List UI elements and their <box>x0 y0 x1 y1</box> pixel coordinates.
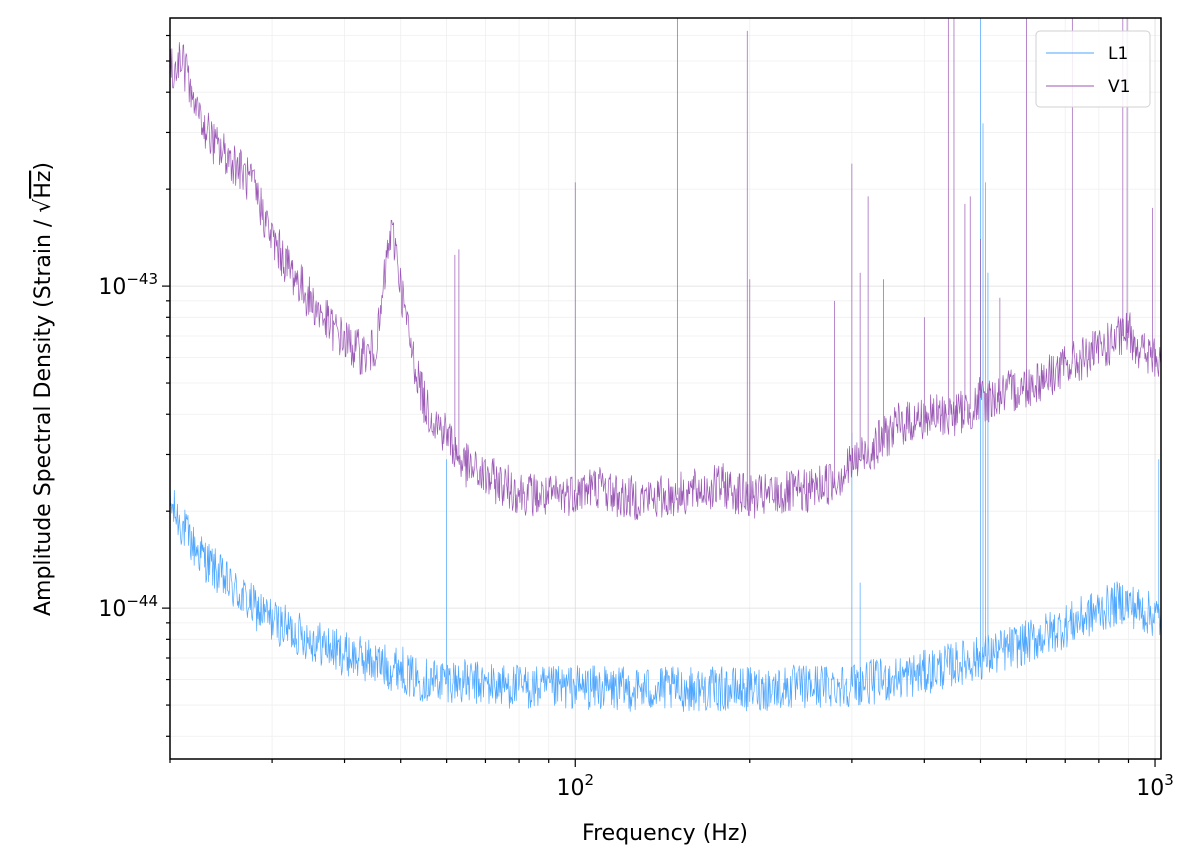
legend-label-v1: V1 <box>1108 77 1130 97</box>
legend-label-l1: L1 <box>1108 44 1128 64</box>
axis-ticks <box>162 34 1156 767</box>
series-line-v1 <box>169 18 1162 521</box>
y-axis-label: Amplitude Spectral Density (Strain / √Hz… <box>31 162 56 616</box>
legend-box <box>1035 30 1151 108</box>
tick-labels: 102 103 10−44 10−43 <box>98 270 1173 801</box>
y-tick-label: 10−43 <box>98 270 158 300</box>
x-tick-label: 102 <box>556 771 594 801</box>
x-tick-label: 103 <box>1136 771 1174 801</box>
sqrt-radicand: Hz <box>31 171 56 199</box>
series-layer <box>169 18 1162 712</box>
y-tick-label: 10−44 <box>98 592 158 622</box>
legend: L1 V1 <box>1035 30 1151 108</box>
x-axis-label: Frequency (Hz) <box>582 821 748 846</box>
plot-frame <box>169 17 1162 760</box>
